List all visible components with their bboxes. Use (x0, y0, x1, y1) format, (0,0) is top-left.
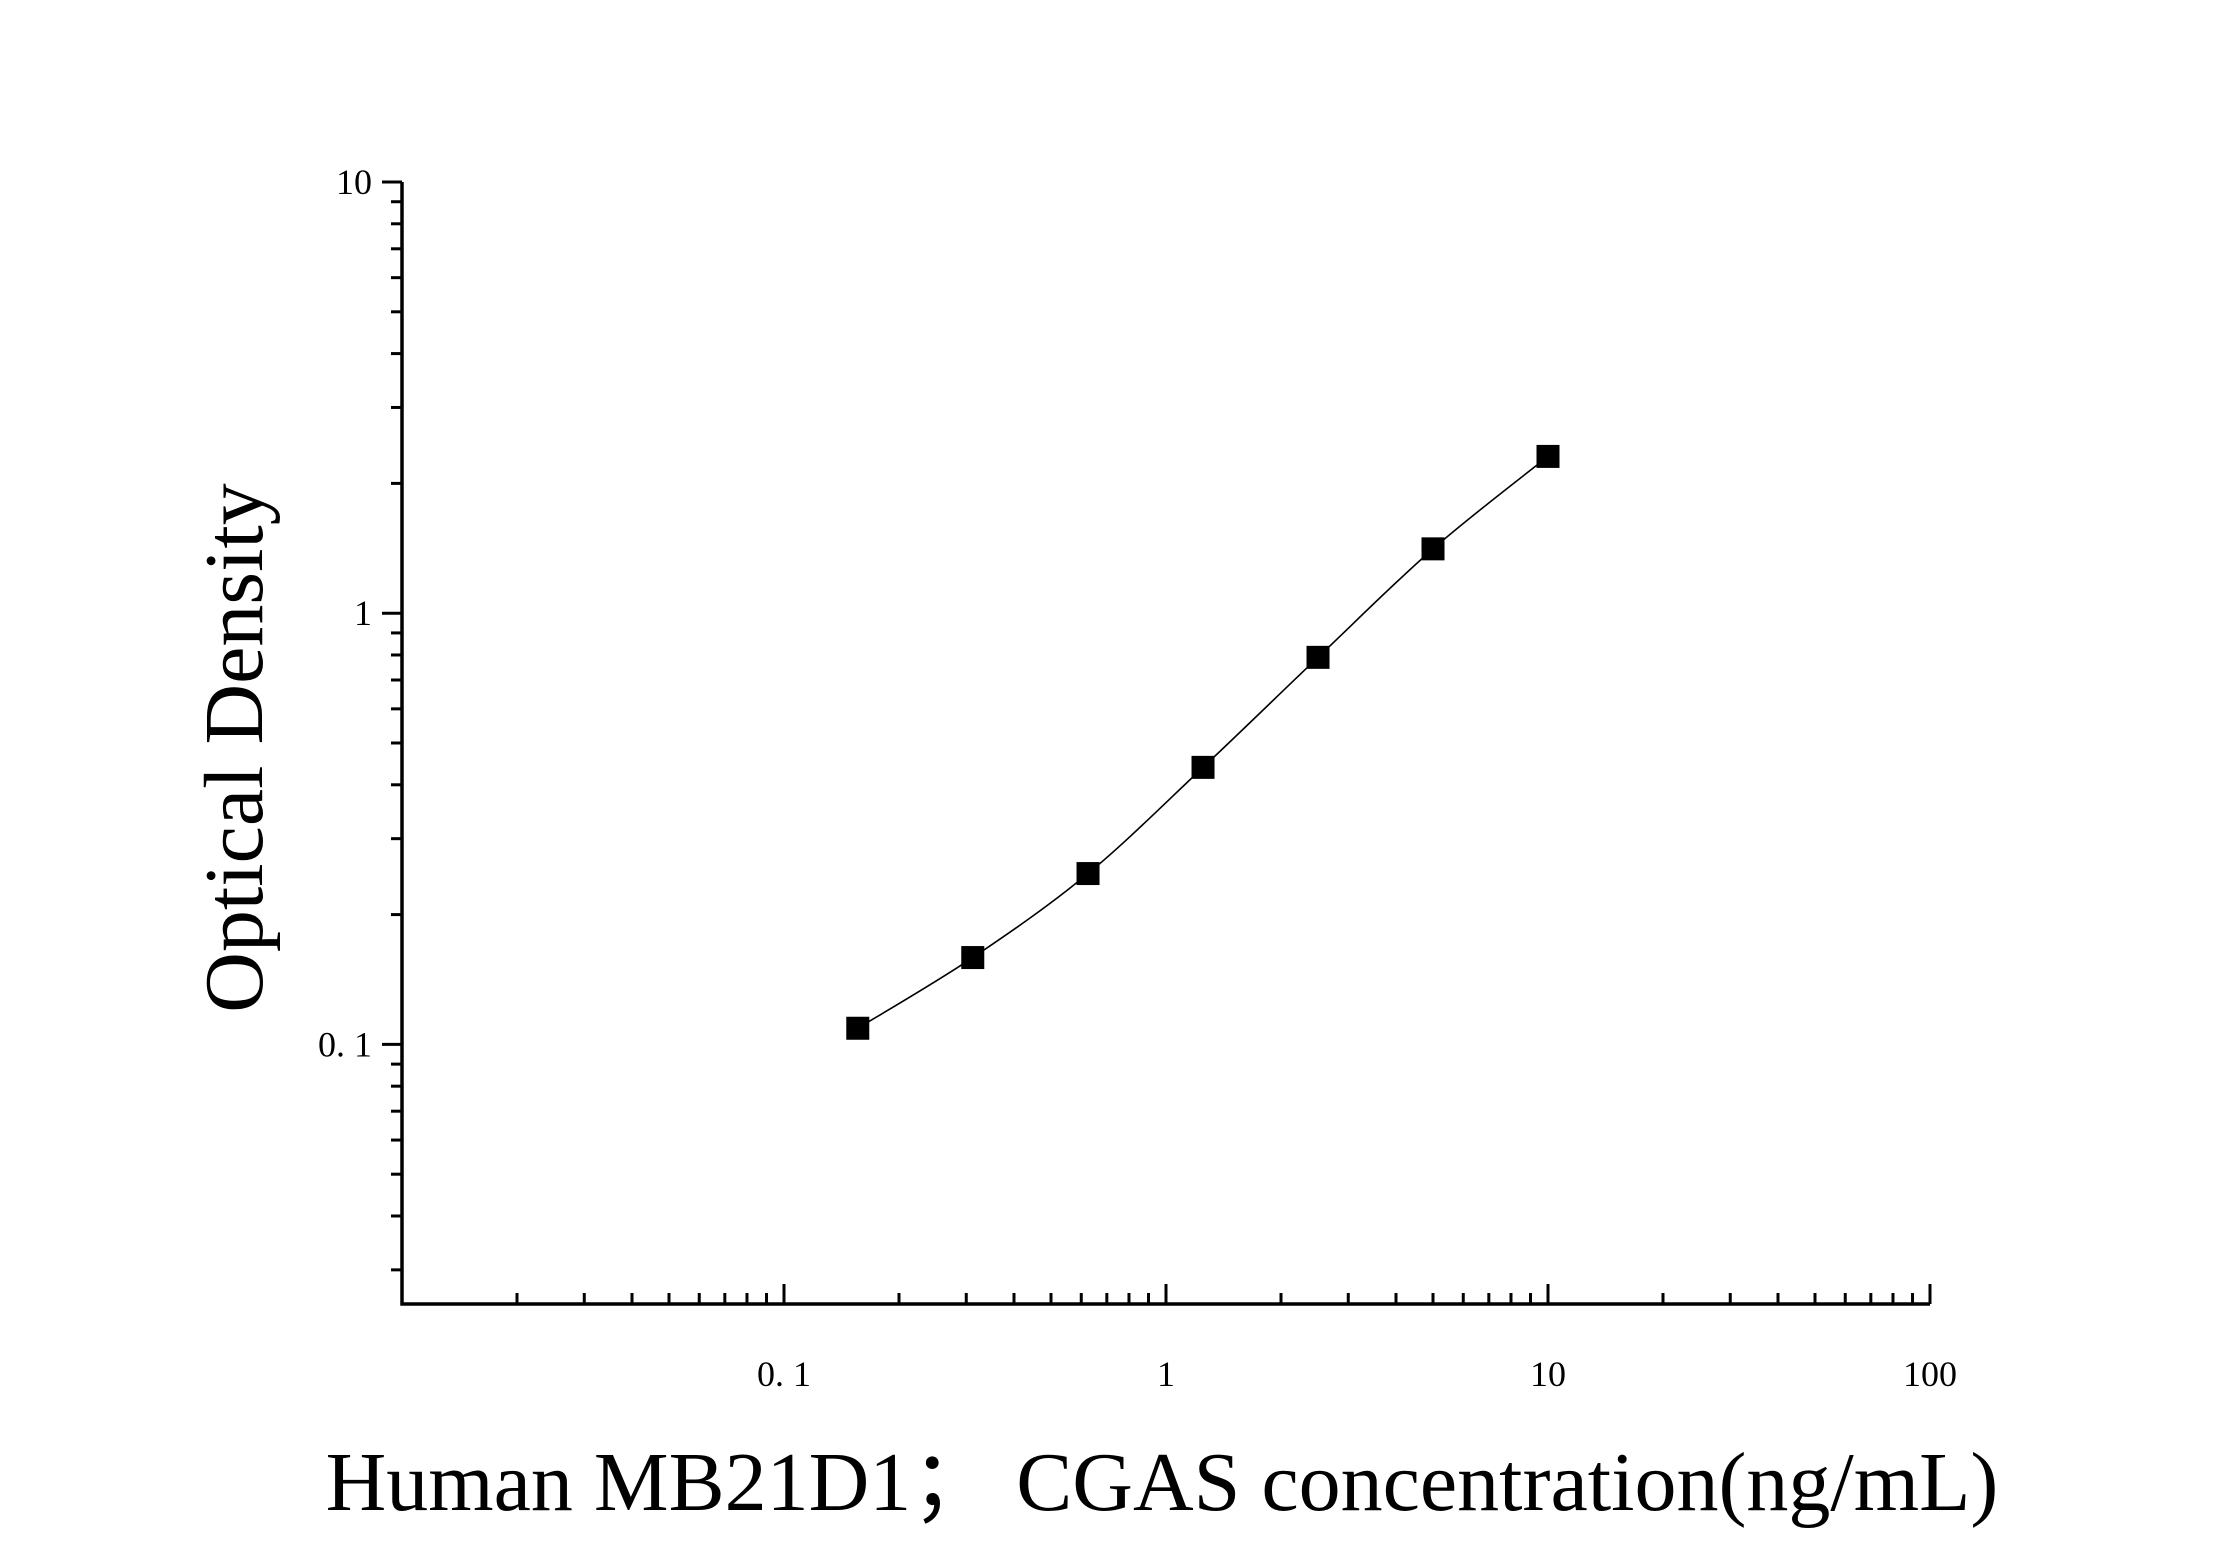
axes (400, 182, 1930, 1306)
x-tick-label: 0. 1 (757, 1354, 811, 1394)
x-tick-label: 10 (1530, 1354, 1566, 1394)
data-point (846, 1016, 870, 1040)
tick-labels: 0. 1 1 10 100 0. 1 1 10 (318, 162, 1957, 1394)
data-point (1536, 444, 1560, 468)
y-tick-label: 0. 1 (318, 1024, 372, 1064)
ticks (382, 180, 1932, 1304)
data-points (846, 444, 1560, 1040)
data-point (1076, 862, 1100, 886)
data-point (1306, 645, 1330, 669)
y-tick-label: 10 (336, 162, 372, 202)
data-point (1421, 537, 1445, 561)
x-axis-title: Human MB21D1； CGAS concentration(ng/mL) (326, 1436, 1999, 1529)
y-tick-label: 1 (354, 593, 372, 633)
y-axis-title: Optical Density (188, 483, 281, 1013)
data-point (961, 946, 985, 970)
x-tick-label: 100 (1903, 1354, 1957, 1394)
data-point (1191, 755, 1215, 779)
x-tick-label: 1 (1157, 1354, 1175, 1394)
